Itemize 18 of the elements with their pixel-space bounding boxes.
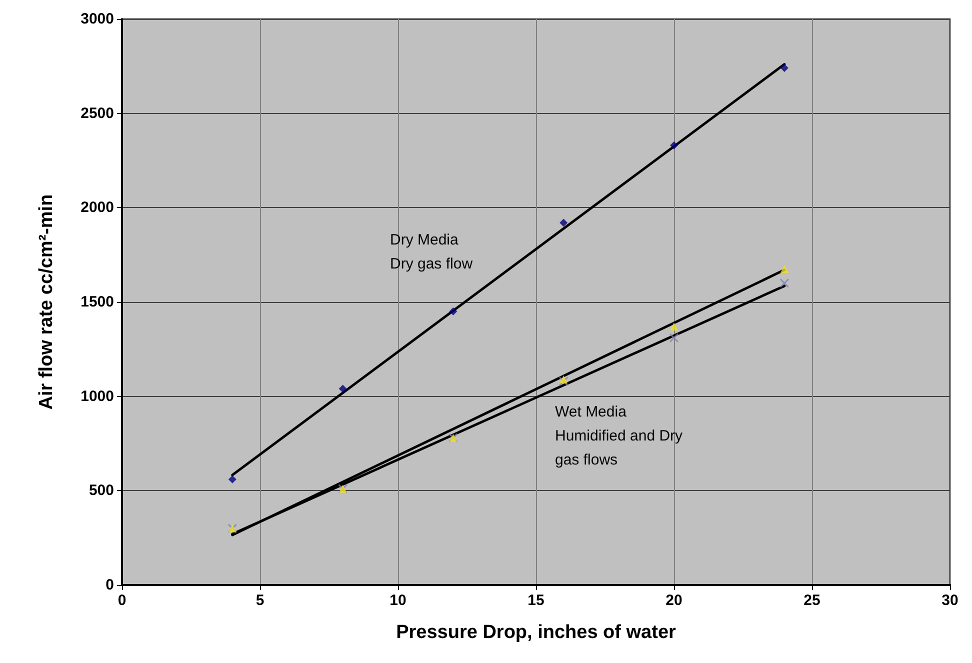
y-tick-label: 1500 — [80, 294, 114, 310]
y-tick-label: 0 — [106, 576, 114, 594]
y-tick-label: 1000 — [80, 388, 114, 405]
x-tick-label: 0 — [118, 592, 126, 609]
y-axis-title: Air flow rate cc/cm²-min — [36, 194, 57, 410]
x-axis-title: Pressure Drop, inches of water — [396, 622, 677, 643]
annotation: Wet Media Humidified and Dry gas flows — [555, 404, 684, 468]
y-tick-label: 500 — [88, 482, 114, 500]
y-tick-label: 2500 — [80, 104, 114, 122]
y-tick-label: 2000 — [80, 199, 114, 216]
x-tick-label: 20 — [666, 592, 682, 609]
x-tick-label: 5 — [256, 592, 264, 609]
annotation: Dry Media Dry gas flow — [390, 232, 473, 272]
x-tick-label: 25 — [804, 592, 820, 609]
y-tick-label: 3000 — [80, 10, 114, 28]
x-tick-label: 15 — [528, 592, 544, 609]
x-tick-label: 30 — [942, 592, 958, 609]
x-tick-label: 10 — [390, 592, 406, 609]
